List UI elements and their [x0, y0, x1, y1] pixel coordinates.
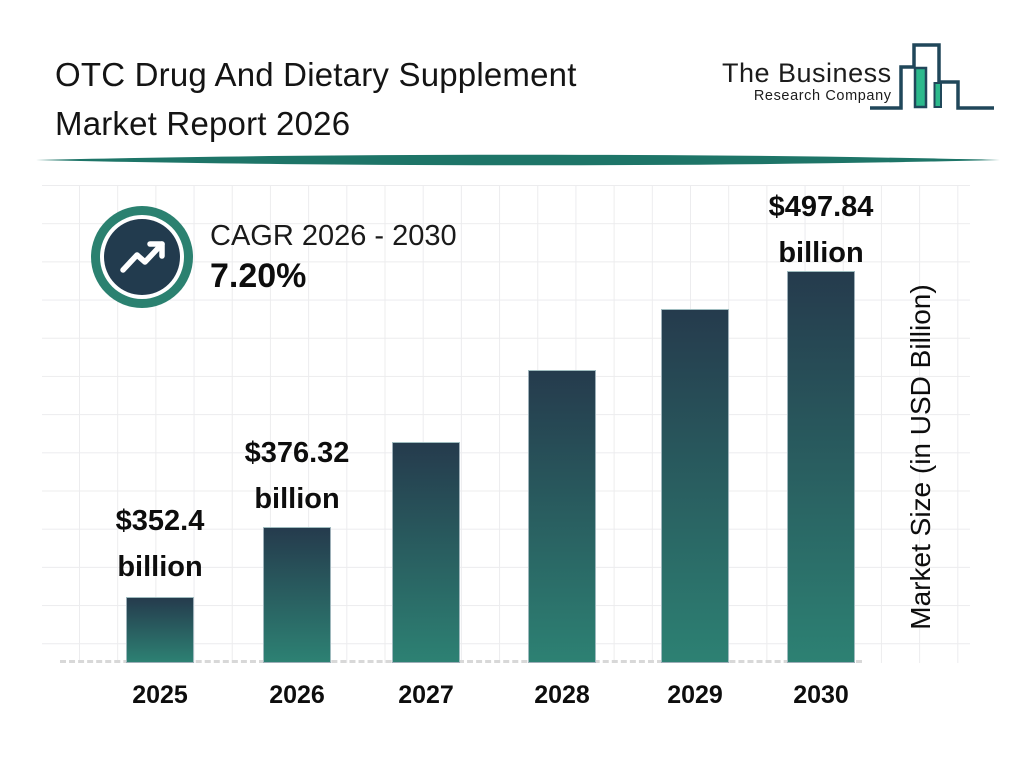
- cagr-label: CAGR 2026 - 2030: [210, 220, 457, 252]
- bar-label-2030-unit: billion: [778, 237, 864, 269]
- bar-2028: [528, 370, 596, 663]
- bar-label-2030-value: $497.84: [768, 191, 874, 223]
- bar-2027: [392, 442, 460, 663]
- title-line-2: Market Report 2026: [55, 105, 351, 142]
- bar-label-2025: $352.4 billion: [40, 498, 280, 590]
- x-tick-2025: 2025: [132, 681, 188, 709]
- bar-2026: [263, 527, 331, 663]
- divider-swoosh: [36, 154, 1000, 166]
- cagr-value: 7.20%: [210, 257, 307, 295]
- bar-2025: [126, 597, 194, 663]
- logo-name: The Business: [722, 58, 892, 88]
- bar-label-2026: $376.32 billion: [177, 430, 417, 522]
- cagr-badge: [91, 206, 193, 308]
- bar-label-2026-unit: billion: [254, 483, 340, 515]
- bar-2030: [787, 271, 855, 663]
- skyline-bars-icon: [869, 43, 994, 110]
- x-tick-2026: 2026: [269, 681, 325, 709]
- company-logo-text: The Business Research Company: [722, 58, 892, 104]
- title-line-1: OTC Drug And Dietary Supplement: [55, 56, 577, 93]
- x-axis-baseline: [60, 660, 862, 663]
- bar-label-2026-value: $376.32: [244, 437, 350, 469]
- page-title: OTC Drug And Dietary Supplement Market R…: [55, 50, 695, 148]
- x-tick-2030: 2030: [793, 681, 849, 709]
- x-tick-2029: 2029: [667, 681, 723, 709]
- y-axis-label: Market Size (in USD Billion): [905, 284, 936, 630]
- company-logo: The Business Research Company: [722, 42, 996, 112]
- bar-2029: [661, 309, 729, 663]
- trending-up-icon: [120, 241, 165, 273]
- x-tick-2027: 2027: [398, 681, 454, 709]
- x-tick-2028: 2028: [534, 681, 590, 709]
- bar-label-2025-unit: billion: [117, 551, 203, 583]
- bar-label-2030: $497.84 billion: [701, 184, 941, 276]
- bar-label-2025-value: $352.4: [115, 505, 205, 537]
- cagr-badge-circle: [104, 219, 180, 295]
- logo-subname: Research Company: [753, 88, 892, 104]
